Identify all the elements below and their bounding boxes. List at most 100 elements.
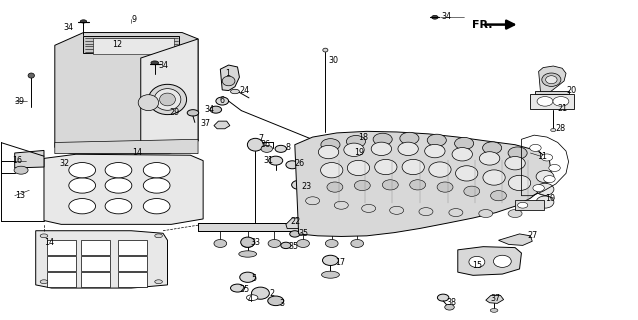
Polygon shape — [538, 66, 566, 92]
Bar — [47, 240, 76, 255]
Ellipse shape — [318, 145, 339, 159]
Text: 13: 13 — [15, 191, 25, 200]
Text: 20: 20 — [566, 86, 576, 95]
Ellipse shape — [508, 210, 522, 218]
Text: 27: 27 — [528, 231, 538, 240]
Ellipse shape — [327, 182, 343, 192]
Ellipse shape — [517, 202, 528, 208]
Ellipse shape — [351, 239, 364, 247]
Polygon shape — [295, 131, 551, 236]
Ellipse shape — [438, 294, 449, 301]
Polygon shape — [498, 234, 532, 245]
Polygon shape — [55, 139, 198, 154]
Ellipse shape — [371, 142, 392, 156]
Text: 17: 17 — [335, 258, 345, 267]
Polygon shape — [458, 247, 521, 275]
Ellipse shape — [536, 183, 554, 196]
Text: 33: 33 — [250, 238, 260, 247]
Ellipse shape — [210, 106, 221, 113]
Text: 1: 1 — [225, 69, 230, 78]
Text: 15: 15 — [471, 261, 482, 270]
Ellipse shape — [464, 186, 480, 196]
Ellipse shape — [320, 163, 343, 178]
Ellipse shape — [542, 73, 561, 86]
Text: 37: 37 — [491, 294, 501, 303]
Ellipse shape — [268, 296, 284, 306]
Ellipse shape — [261, 145, 272, 152]
Ellipse shape — [545, 76, 557, 84]
Ellipse shape — [402, 159, 424, 175]
Ellipse shape — [290, 231, 300, 237]
Ellipse shape — [334, 201, 348, 209]
Ellipse shape — [536, 196, 554, 208]
Ellipse shape — [390, 206, 404, 214]
Ellipse shape — [14, 166, 28, 174]
Ellipse shape — [456, 166, 478, 181]
Text: 38: 38 — [447, 298, 456, 307]
Ellipse shape — [28, 73, 34, 78]
Ellipse shape — [400, 132, 419, 144]
Polygon shape — [535, 91, 568, 94]
Ellipse shape — [410, 180, 426, 190]
Ellipse shape — [322, 271, 339, 278]
Text: 26: 26 — [295, 159, 305, 168]
Ellipse shape — [286, 161, 299, 169]
Polygon shape — [55, 33, 198, 154]
Polygon shape — [214, 121, 230, 129]
Polygon shape — [84, 36, 179, 53]
Ellipse shape — [248, 138, 263, 151]
Ellipse shape — [151, 61, 159, 65]
Ellipse shape — [508, 175, 531, 191]
Text: 4: 4 — [247, 295, 252, 304]
Text: 14: 14 — [44, 238, 54, 247]
Ellipse shape — [69, 198, 96, 214]
Polygon shape — [530, 94, 574, 109]
Ellipse shape — [321, 139, 340, 151]
Ellipse shape — [427, 134, 447, 146]
Ellipse shape — [144, 178, 170, 193]
Ellipse shape — [306, 197, 320, 205]
Ellipse shape — [155, 280, 163, 284]
Ellipse shape — [530, 144, 541, 151]
Ellipse shape — [449, 209, 463, 217]
Ellipse shape — [491, 191, 507, 201]
Text: 16: 16 — [12, 156, 22, 165]
Bar — [198, 223, 386, 231]
Ellipse shape — [155, 234, 163, 238]
Ellipse shape — [505, 156, 525, 170]
Ellipse shape — [537, 97, 553, 106]
Text: 34: 34 — [204, 105, 214, 114]
Ellipse shape — [344, 143, 364, 156]
Ellipse shape — [533, 185, 544, 192]
Bar — [81, 271, 110, 287]
Ellipse shape — [437, 182, 453, 192]
Ellipse shape — [425, 144, 445, 158]
Ellipse shape — [69, 178, 96, 193]
Ellipse shape — [549, 164, 560, 172]
Ellipse shape — [354, 180, 370, 191]
Ellipse shape — [144, 163, 170, 178]
Text: 10: 10 — [545, 194, 556, 203]
Ellipse shape — [80, 20, 87, 23]
Bar — [515, 200, 544, 210]
Text: 24: 24 — [239, 86, 249, 95]
Text: 22: 22 — [290, 217, 300, 226]
Ellipse shape — [483, 170, 505, 185]
Bar — [47, 271, 76, 287]
Ellipse shape — [553, 97, 569, 106]
Ellipse shape — [268, 239, 281, 247]
Ellipse shape — [240, 272, 256, 282]
Ellipse shape — [269, 156, 283, 165]
Text: 34: 34 — [64, 23, 74, 32]
Text: 37: 37 — [201, 119, 211, 128]
Ellipse shape — [455, 137, 473, 149]
Text: 28: 28 — [556, 124, 566, 133]
Text: 7: 7 — [258, 134, 263, 143]
Ellipse shape — [138, 95, 159, 111]
Ellipse shape — [40, 280, 48, 284]
Ellipse shape — [239, 251, 256, 257]
Ellipse shape — [375, 159, 397, 175]
Text: 34: 34 — [441, 12, 451, 21]
Ellipse shape — [216, 97, 228, 105]
Ellipse shape — [419, 208, 433, 216]
